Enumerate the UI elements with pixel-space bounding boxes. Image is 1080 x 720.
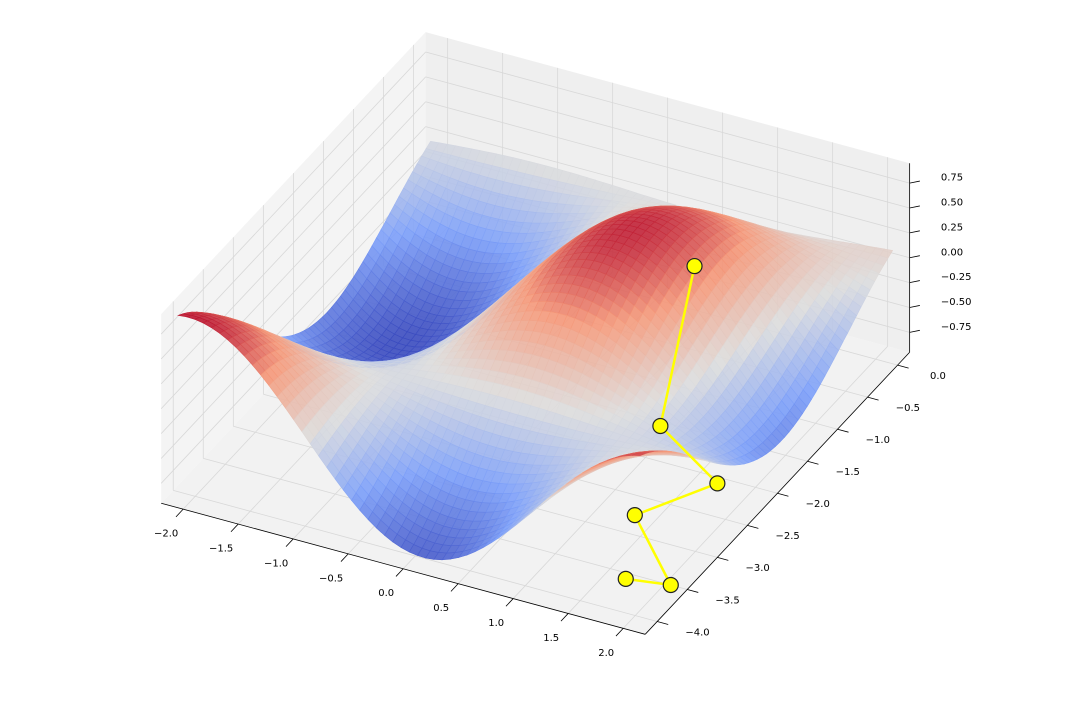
z-tick <box>909 280 920 284</box>
y-tick <box>867 396 879 401</box>
tick-labels: −2.0 −1.5 −1.0 −0.5 0.0 0.5 1.0 1.5 2.0 0.0 −0.5 −1… <box>154 173 971 659</box>
gridline <box>425 51 910 184</box>
z-tick-label: 0.25 <box>941 222 963 233</box>
path-point <box>686 257 703 275</box>
x-tick-label: 0.5 <box>433 603 449 614</box>
y-tick-label: −1.0 <box>866 435 890 446</box>
path-point <box>662 576 679 594</box>
x-tick-label: 1.0 <box>488 618 504 629</box>
x-tick-label: −1.0 <box>264 558 288 569</box>
gridline <box>160 151 426 434</box>
path-point <box>652 417 669 435</box>
y-tick-label: −4.0 <box>685 627 709 638</box>
gridline <box>160 76 426 360</box>
x-tick-label: −1.5 <box>209 543 233 554</box>
x-tick <box>230 523 239 533</box>
descent-path <box>617 257 726 594</box>
gridline <box>425 101 910 234</box>
x-tick <box>340 553 349 562</box>
z-tick-label: 0.00 <box>941 247 963 258</box>
y-tick-label: 0.0 <box>930 371 946 382</box>
z-tick <box>909 305 920 308</box>
z-tick-label: −0.75 <box>941 322 972 333</box>
z-tick <box>909 230 920 234</box>
z-tick-label: −0.25 <box>941 272 972 283</box>
path-point <box>709 475 726 492</box>
x-tick-label: −2.0 <box>154 529 178 540</box>
y-tick <box>717 557 729 561</box>
surface <box>177 140 894 561</box>
gridline <box>160 176 426 459</box>
y-tick <box>777 492 789 497</box>
y-tick <box>657 621 669 625</box>
y-tick <box>837 428 849 433</box>
x-tick <box>395 568 404 577</box>
z-tick-label: 0.50 <box>941 198 963 209</box>
y-tick <box>807 460 819 465</box>
y-tick <box>747 524 759 529</box>
gridline <box>425 126 910 259</box>
z-tick <box>909 205 920 209</box>
path-point <box>617 570 634 588</box>
x-tick <box>505 598 514 607</box>
x-tick-label: 1.5 <box>543 633 559 644</box>
x-tick <box>285 538 294 547</box>
z-tick-label: 0.75 <box>941 173 963 184</box>
y-tick-label: −1.5 <box>836 467 860 478</box>
x-tick-label: 2.0 <box>598 648 614 659</box>
y-tick-label: −2.0 <box>806 499 830 510</box>
x-tick <box>615 628 624 637</box>
gridline <box>160 126 426 409</box>
x-tick <box>175 508 184 518</box>
surface-patch <box>631 453 645 456</box>
y-tick <box>687 589 699 593</box>
z-tick-label: −0.50 <box>941 297 972 308</box>
z-tick <box>909 255 920 259</box>
y-tick <box>897 364 909 369</box>
path-point <box>626 507 643 524</box>
gridline <box>160 51 426 335</box>
z-tick <box>909 329 920 333</box>
y-tick-label: −2.5 <box>776 531 800 542</box>
gridline <box>173 489 658 622</box>
y-tick-label: −3.5 <box>715 595 739 606</box>
y-tick-label: −3.0 <box>745 563 769 574</box>
y-tick-label: −0.5 <box>896 403 920 414</box>
x-tick <box>560 613 569 622</box>
gridline <box>160 101 426 385</box>
gridline <box>425 76 910 209</box>
x-tick <box>450 583 459 592</box>
z-tick <box>909 180 920 184</box>
x-tick-label: 0.0 <box>378 588 394 599</box>
x-tick-label: −0.5 <box>319 573 343 584</box>
